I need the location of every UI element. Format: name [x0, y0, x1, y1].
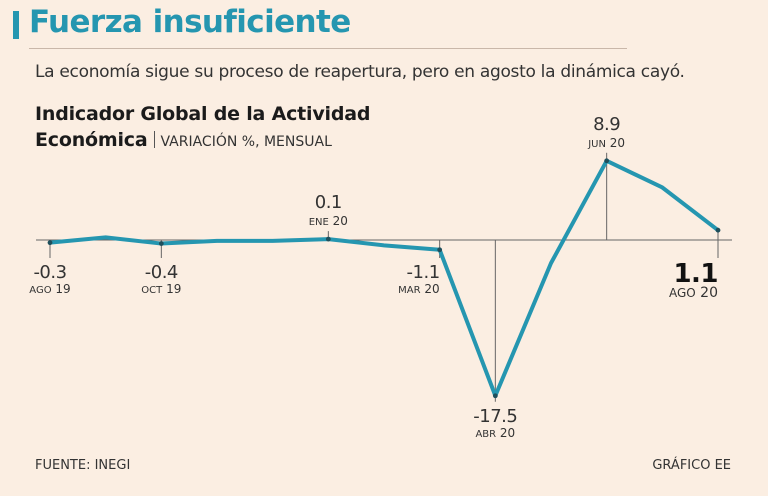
chart-title-line-2-text: Económica	[35, 129, 148, 151]
chart-unit-label: VARIACIÓN %, MENSUAL	[160, 134, 332, 150]
data-label-date: JUN 20	[587, 136, 625, 150]
data-label-value: -1.1	[407, 262, 440, 283]
chart-title: Indicador Global de la Actividad Económi…	[35, 101, 370, 155]
page-subtitle: La economía sigue su proceso de reapertu…	[35, 62, 685, 82]
data-point-ago-20	[715, 227, 721, 233]
data-label-year: 20	[496, 426, 515, 440]
chart-title-line-2: Económica VARIACIÓN %, MENSUAL	[35, 127, 370, 155]
data-point-abr-20	[492, 393, 498, 399]
data-label-year: 19	[162, 282, 181, 296]
title-separator	[154, 131, 156, 148]
source-note: FUENTE: INEGI	[35, 458, 131, 473]
data-label-date: ABR 20	[475, 426, 515, 440]
data-label-month: JUN	[587, 139, 606, 150]
data-label-value: -0.3	[33, 262, 66, 283]
data-label-date: MAR 20	[398, 282, 440, 296]
data-label-value: 8.9	[593, 114, 620, 135]
data-label-value: -0.4	[145, 262, 178, 283]
data-label-month: AGO	[669, 286, 696, 300]
data-label-month: AGO	[29, 285, 51, 296]
title-accent-bar	[13, 11, 19, 39]
data-label-value: -17.5	[473, 406, 517, 427]
data-label-date: AGO 19	[29, 282, 70, 296]
data-label-value: 0.1	[315, 192, 342, 213]
data-label-month: MAR	[398, 285, 420, 296]
data-point-jun-20	[604, 158, 610, 164]
data-point-ene-20	[325, 236, 331, 242]
data-label-year: 20	[606, 136, 625, 150]
data-label-year: 19	[52, 282, 71, 296]
data-label-year: 20	[696, 285, 718, 301]
page-title: Fuerza insuficiente	[29, 4, 351, 40]
chart-title-line-1: Indicador Global de la Actividad	[35, 103, 371, 125]
data-point-ago-19	[47, 240, 53, 246]
data-label-date: AGO 20	[669, 285, 718, 301]
data-label-month: ABR	[475, 429, 496, 440]
data-label-month: OCT	[141, 285, 163, 296]
data-label-year: 20	[421, 282, 440, 296]
data-label-month: ENE	[309, 217, 329, 228]
data-point-oct-19	[158, 241, 164, 246]
data-label-value: 1.1	[673, 259, 718, 289]
data-label-date: ENE 20	[309, 214, 348, 228]
data-label-date: OCT 19	[141, 282, 181, 296]
data-label-year: 20	[329, 214, 348, 228]
data-markers	[47, 158, 721, 399]
credit-note: GRÁFICO EE	[652, 458, 731, 473]
title-divider	[29, 48, 627, 49]
data-point-mar-20	[437, 247, 443, 253]
